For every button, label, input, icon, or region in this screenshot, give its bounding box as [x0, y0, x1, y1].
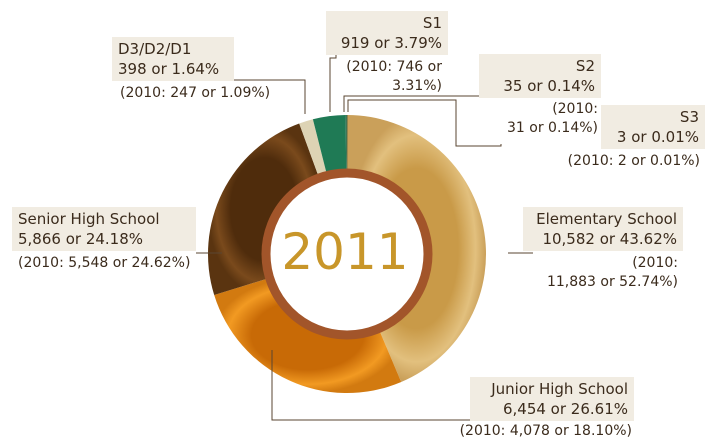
label-d3-prev: (2010: 247 or 1.09%)	[120, 85, 271, 101]
label-s1: S1 919 or 3.79%	[326, 11, 448, 55]
label-s3: S3 3 or 0.01%	[601, 105, 705, 149]
label-s2-prev-line2: 31 or 0.14%)	[507, 120, 598, 136]
slice-s2	[345, 115, 347, 178]
leader-s3	[347, 99, 502, 147]
label-d3: D3/D2/D1 398 or 1.64%	[112, 37, 234, 81]
label-s2: S2 35 or 0.14%	[479, 54, 601, 98]
slice-senior-high-school	[207, 123, 321, 296]
label-elementary-value: 10,582 or 43.62%	[542, 230, 677, 248]
label-junior: Junior High School 6,454 or 26.61%	[470, 377, 634, 421]
label-senior-name: Senior High School	[18, 210, 160, 228]
label-s2-name: S2	[575, 57, 595, 75]
label-s1-name: S1	[422, 14, 442, 32]
inner-ring	[261, 168, 433, 340]
label-s2-prev: (2010: 31 or 0.14%)	[480, 100, 598, 138]
label-elementary-prev-line1: (2010:	[632, 255, 678, 271]
label-junior-name: Junior High School	[491, 380, 628, 398]
label-senior-value: 5,866 or 24.18%	[18, 230, 144, 248]
leader-junior	[271, 350, 475, 421]
leader-lines	[196, 12, 533, 421]
label-elementary-prev: (2010: 11,883 or 52.74%)	[523, 254, 678, 292]
label-s1-prev: (2010: 746 or 3.31%)	[326, 58, 442, 96]
slice-s3	[346, 115, 348, 178]
leader-d3	[234, 79, 306, 114]
label-d3-value: 398 or 1.64%	[118, 60, 220, 78]
label-junior-prev: (2010: 4,078 or 18.10%)	[459, 423, 632, 439]
label-s1-prev-line1: (2010: 746 or	[346, 59, 442, 75]
label-elementary-name: Elementary School	[536, 210, 677, 228]
label-s2-prev-line1: (2010:	[552, 101, 598, 117]
label-elementary: Elementary School 10,582 or 43.62%	[523, 207, 683, 251]
slice-junior-high-school	[214, 276, 402, 393]
label-senior: Senior High School 5,866 or 24.18%	[12, 207, 196, 251]
label-s1-prev-line2: 3.31%)	[392, 78, 442, 94]
label-s3-value: 3 or 0.01%	[616, 128, 699, 146]
slice-s1	[312, 115, 347, 180]
label-elementary-prev-line2: 11,883 or 52.74%)	[546, 274, 678, 290]
label-senior-prev: (2010: 5,548 or 24.62%)	[18, 255, 191, 271]
label-s2-value: 35 or 0.14%	[503, 77, 595, 95]
center-year-label: 2011	[281, 223, 409, 281]
label-junior-value: 6,454 or 26.61%	[502, 400, 628, 418]
label-s3-prev: (2010: 2 or 0.01%)	[567, 153, 700, 169]
label-s1-value: 919 or 3.79%	[340, 34, 442, 52]
label-s3-name: S3	[679, 108, 699, 126]
label-d3-name: D3/D2/D1	[118, 40, 192, 58]
slice-d3-d2-d1	[299, 119, 329, 182]
